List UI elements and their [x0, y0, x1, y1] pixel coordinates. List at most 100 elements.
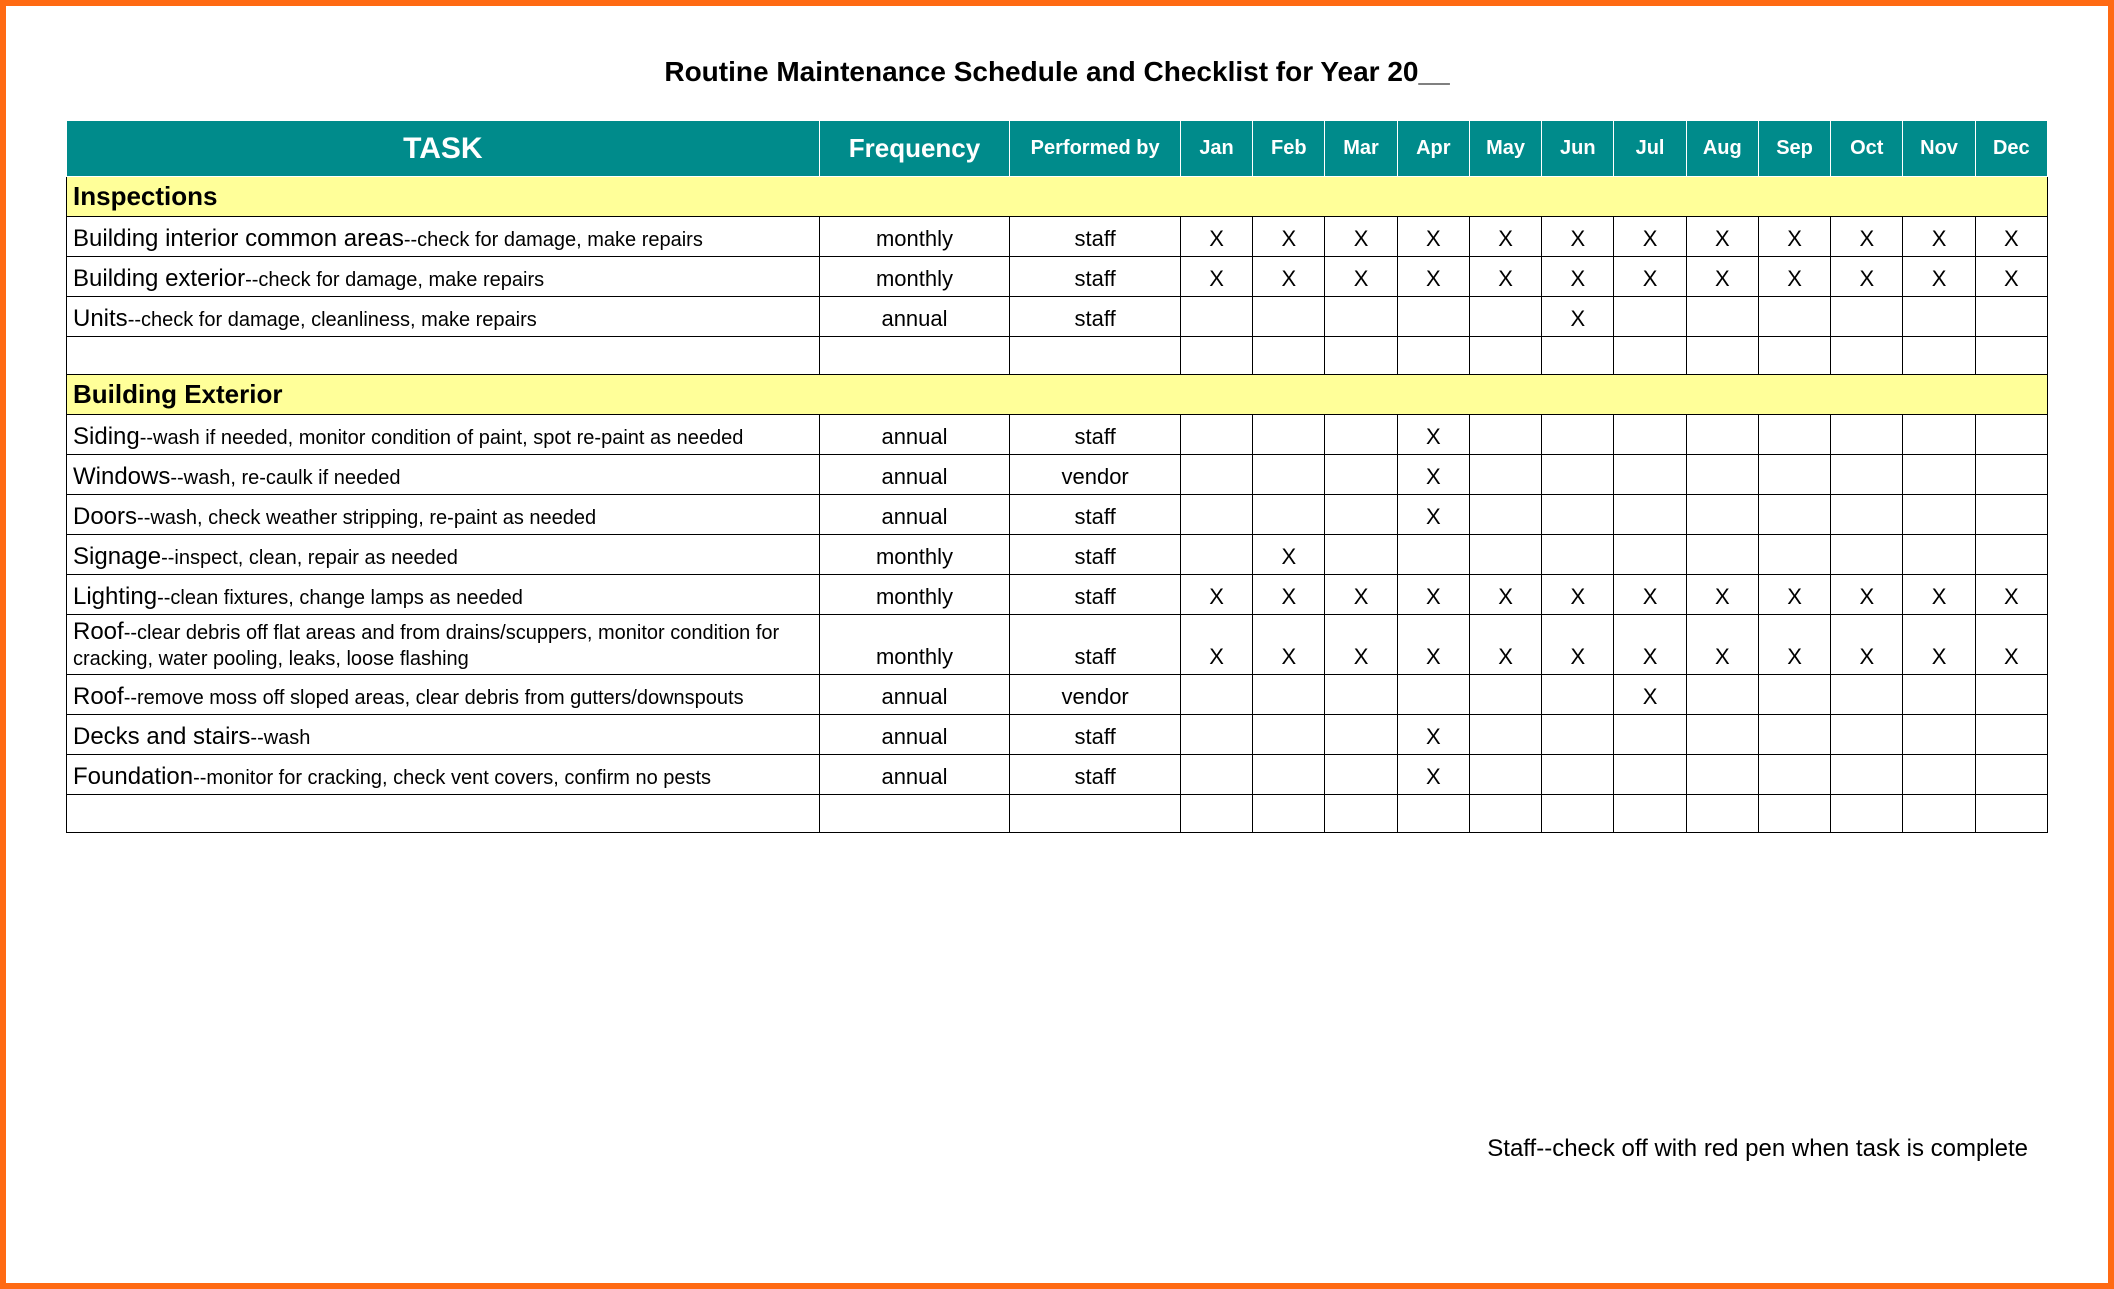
- table-row: Building exterior--check for damage, mak…: [67, 257, 2048, 297]
- blank-cell: [1614, 337, 1686, 375]
- section-heading-row: Building Exterior: [67, 375, 2048, 415]
- footnote: Staff--check off with red pen when task …: [1487, 1135, 2028, 1163]
- task-cell: Roof--clear debris off flat areas and fr…: [67, 615, 820, 675]
- month-cell: [1542, 715, 1614, 755]
- month-cell: [1758, 535, 1830, 575]
- table-row: Roof--clear debris off flat areas and fr…: [67, 615, 2048, 675]
- blank-cell: [1253, 337, 1325, 375]
- performed-by-cell: staff: [1010, 495, 1181, 535]
- month-cell: [1903, 495, 1975, 535]
- month-cell: [1253, 715, 1325, 755]
- maintenance-table: TASK Frequency Performed by Jan Feb Mar …: [66, 120, 2048, 833]
- month-cell: X: [1614, 615, 1686, 675]
- task-main: Building exterior: [73, 265, 245, 292]
- blank-cell: [1758, 337, 1830, 375]
- task-desc: --check for damage, cleanliness, make re…: [128, 309, 537, 331]
- blank-cell: [1831, 795, 1903, 833]
- task-desc: --wash, re-caulk if needed: [170, 467, 400, 489]
- blank-cell: [67, 337, 820, 375]
- month-cell: [1975, 297, 2047, 337]
- blank-cell: [1180, 337, 1252, 375]
- frequency-cell: annual: [819, 715, 1010, 755]
- task-main: Units: [73, 305, 128, 332]
- month-cell: [1542, 535, 1614, 575]
- month-cell: [1614, 715, 1686, 755]
- month-cell: [1831, 715, 1903, 755]
- month-cell: [1903, 715, 1975, 755]
- month-cell: [1542, 755, 1614, 795]
- month-cell: [1686, 455, 1758, 495]
- month-cell: [1469, 297, 1541, 337]
- month-cell: [1253, 755, 1325, 795]
- header-month: Sep: [1758, 121, 1830, 177]
- task-cell: Lighting--clean fixtures, change lamps a…: [67, 575, 820, 615]
- month-cell: [1180, 455, 1252, 495]
- month-cell: [1325, 455, 1397, 495]
- month-cell: X: [1180, 575, 1252, 615]
- month-cell: [1831, 675, 1903, 715]
- month-cell: [1542, 675, 1614, 715]
- month-cell: [1325, 495, 1397, 535]
- month-cell: X: [1325, 217, 1397, 257]
- header-month: Jul: [1614, 121, 1686, 177]
- month-cell: X: [1903, 257, 1975, 297]
- month-cell: X: [1614, 257, 1686, 297]
- performed-by-cell: staff: [1010, 415, 1181, 455]
- header-month: Feb: [1253, 121, 1325, 177]
- blank-cell: [1903, 795, 1975, 833]
- month-cell: [1614, 535, 1686, 575]
- month-cell: [1903, 535, 1975, 575]
- month-cell: [1469, 495, 1541, 535]
- month-cell: X: [1758, 257, 1830, 297]
- task-cell: Foundation--monitor for cracking, check …: [67, 755, 820, 795]
- blank-cell: [1542, 795, 1614, 833]
- task-main: Windows: [73, 463, 170, 490]
- month-cell: [1686, 495, 1758, 535]
- performed-by-cell: staff: [1010, 715, 1181, 755]
- frequency-cell: monthly: [819, 217, 1010, 257]
- month-cell: X: [1831, 615, 1903, 675]
- table-row: Siding--wash if needed, monitor conditio…: [67, 415, 2048, 455]
- table-row: Units--check for damage, cleanliness, ma…: [67, 297, 2048, 337]
- month-cell: X: [1975, 257, 2047, 297]
- month-cell: [1397, 535, 1469, 575]
- task-cell: Roof--remove moss off sloped areas, clea…: [67, 675, 820, 715]
- blank-cell: [1010, 795, 1181, 833]
- month-cell: X: [1686, 615, 1758, 675]
- header-month: Mar: [1325, 121, 1397, 177]
- table-row: Decks and stairs--washannualstaffX: [67, 715, 2048, 755]
- month-cell: [1975, 755, 2047, 795]
- month-cell: X: [1397, 755, 1469, 795]
- blank-cell: [819, 337, 1010, 375]
- frequency-cell: annual: [819, 297, 1010, 337]
- task-main: Doors: [73, 503, 137, 530]
- month-cell: [1975, 675, 2047, 715]
- month-cell: [1758, 455, 1830, 495]
- task-main: Roof: [73, 683, 124, 710]
- table-row: Building interior common areas--check fo…: [67, 217, 2048, 257]
- month-cell: X: [1831, 257, 1903, 297]
- month-cell: [1614, 755, 1686, 795]
- month-cell: [1325, 675, 1397, 715]
- performed-by-cell: staff: [1010, 535, 1181, 575]
- month-cell: X: [1397, 575, 1469, 615]
- month-cell: [1325, 415, 1397, 455]
- task-cell: Units--check for damage, cleanliness, ma…: [67, 297, 820, 337]
- month-cell: [1758, 495, 1830, 535]
- month-cell: [1903, 297, 1975, 337]
- month-cell: [1397, 297, 1469, 337]
- month-cell: X: [1686, 575, 1758, 615]
- blank-cell: [819, 795, 1010, 833]
- blank-cell: [1542, 337, 1614, 375]
- header-task: TASK: [67, 121, 820, 177]
- task-main: Siding: [73, 423, 140, 450]
- month-cell: X: [1325, 257, 1397, 297]
- month-cell: [1469, 755, 1541, 795]
- month-cell: [1831, 535, 1903, 575]
- month-cell: X: [1397, 455, 1469, 495]
- month-cell: X: [1397, 615, 1469, 675]
- blank-cell: [1325, 337, 1397, 375]
- month-cell: [1325, 297, 1397, 337]
- month-cell: [1758, 715, 1830, 755]
- month-cell: [1903, 415, 1975, 455]
